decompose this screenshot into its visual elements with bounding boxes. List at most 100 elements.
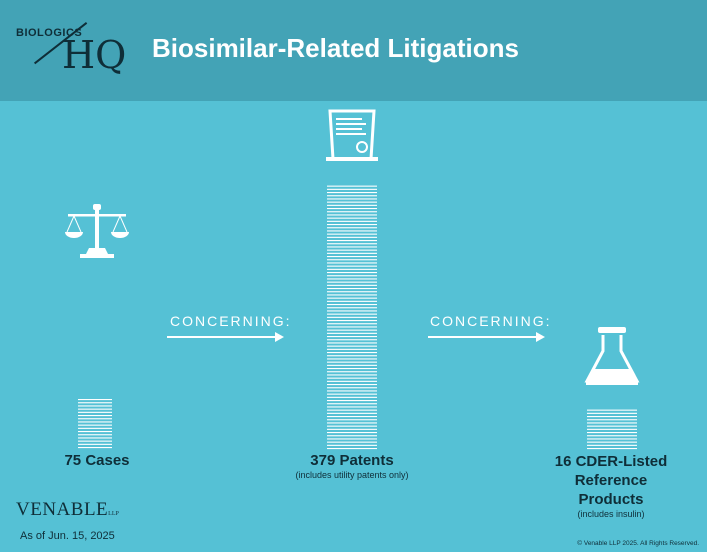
stack-line <box>327 332 377 334</box>
stack-line <box>78 447 112 449</box>
page-title: Biosimilar-Related Litigations <box>152 33 519 63</box>
stack-line <box>327 329 377 331</box>
stack-line <box>327 345 377 347</box>
stack-line <box>587 438 637 440</box>
stack-line <box>78 427 112 429</box>
stack-line <box>78 399 112 401</box>
flask-icon <box>584 327 640 450</box>
stack-line <box>587 448 637 450</box>
stack-line <box>327 339 377 341</box>
stack-line <box>327 403 377 405</box>
stack-line <box>327 377 377 379</box>
stack-line <box>327 265 377 267</box>
cases-label: 75 Cases <box>64 452 130 469</box>
stack-line <box>327 262 377 264</box>
header-banner: BIOLOGICS HQ Biosimilar-Related Litigati… <box>0 0 707 101</box>
stack-line <box>78 418 112 420</box>
stack-line <box>327 352 377 354</box>
stack-line <box>327 307 377 309</box>
venable-brand: VENABLE <box>16 499 109 520</box>
stack-line <box>327 342 377 344</box>
stack-line <box>78 421 112 423</box>
stack-line <box>327 393 377 395</box>
products-stack <box>584 327 640 451</box>
stack-line <box>327 371 377 373</box>
stack-line <box>327 185 377 187</box>
stack-line <box>327 364 377 366</box>
stack-line <box>327 198 377 200</box>
stack-line <box>327 233 377 235</box>
stack-line <box>327 227 377 229</box>
stack-line <box>78 415 112 417</box>
patents-label: 379 Patents <box>310 452 394 469</box>
stack-line <box>78 434 112 436</box>
stack-line <box>587 409 637 411</box>
stack-line <box>587 428 637 430</box>
stack-line <box>327 374 377 376</box>
stack-line <box>327 419 377 421</box>
stack-line <box>327 243 377 245</box>
products-label: 16 CDER-Listed Reference Products <box>536 452 686 509</box>
stack-line <box>327 275 377 277</box>
stack-line <box>78 405 112 407</box>
stack-line <box>327 380 377 382</box>
stack-line <box>327 291 377 293</box>
stack-line <box>327 217 377 219</box>
stack-line <box>327 326 377 328</box>
stack-line <box>327 355 377 357</box>
stack-line <box>327 336 377 338</box>
patent-document-icon <box>326 109 378 450</box>
arrow-right-icon <box>428 332 545 342</box>
stack-line <box>327 387 377 389</box>
stack-line <box>327 268 377 270</box>
concerning-label-2: CONCERNING: <box>430 313 552 329</box>
stack-line <box>327 358 377 360</box>
stack-line <box>327 390 377 392</box>
scales-of-justice-icon <box>65 204 129 449</box>
stack-line <box>327 201 377 203</box>
products-label-line-3: Products <box>578 491 644 508</box>
stack-line <box>327 448 377 450</box>
logo-small-text: BIOLOGICS <box>16 27 83 39</box>
stack-line <box>327 236 377 238</box>
stack-line <box>78 431 112 433</box>
stack-line <box>327 396 377 398</box>
stack-line <box>587 422 637 424</box>
stack-line <box>327 214 377 216</box>
stack-line <box>327 425 377 427</box>
stack-line <box>327 281 377 283</box>
stack-line <box>327 272 377 274</box>
biologics-hq-logo: BIOLOGICS HQ <box>16 18 128 82</box>
stack-line <box>327 313 377 315</box>
concerning-label-1: CONCERNING: <box>170 313 292 329</box>
stack-line <box>327 188 377 190</box>
venable-llp: LLP <box>108 511 119 517</box>
stack-line <box>327 252 377 254</box>
stack-line <box>327 320 377 322</box>
stack-line <box>327 316 377 318</box>
products-label-line-2: Reference <box>574 472 648 489</box>
stack-line <box>327 310 377 312</box>
stack-line <box>327 246 377 248</box>
stack-line <box>327 220 377 222</box>
stack-line <box>327 249 377 251</box>
stack-line <box>587 444 637 446</box>
stack-line <box>78 424 112 426</box>
stack-line <box>327 400 377 402</box>
as-of-date: As of Jun. 15, 2025 <box>20 530 115 542</box>
stack-line <box>587 425 637 427</box>
stack-line <box>587 419 637 421</box>
stack-line <box>327 256 377 258</box>
stack-line <box>78 443 112 445</box>
stack-line <box>327 444 377 446</box>
logo-big-text: HQ <box>62 33 127 77</box>
stack-line <box>327 368 377 370</box>
stack-line <box>327 304 377 306</box>
stack-line <box>327 412 377 414</box>
patents-note: (includes utility patents only) <box>295 470 409 480</box>
stack-line <box>327 224 377 226</box>
stack-line <box>327 278 377 280</box>
stack-line <box>327 259 377 261</box>
stack-line <box>327 361 377 363</box>
stack-line <box>78 437 112 439</box>
